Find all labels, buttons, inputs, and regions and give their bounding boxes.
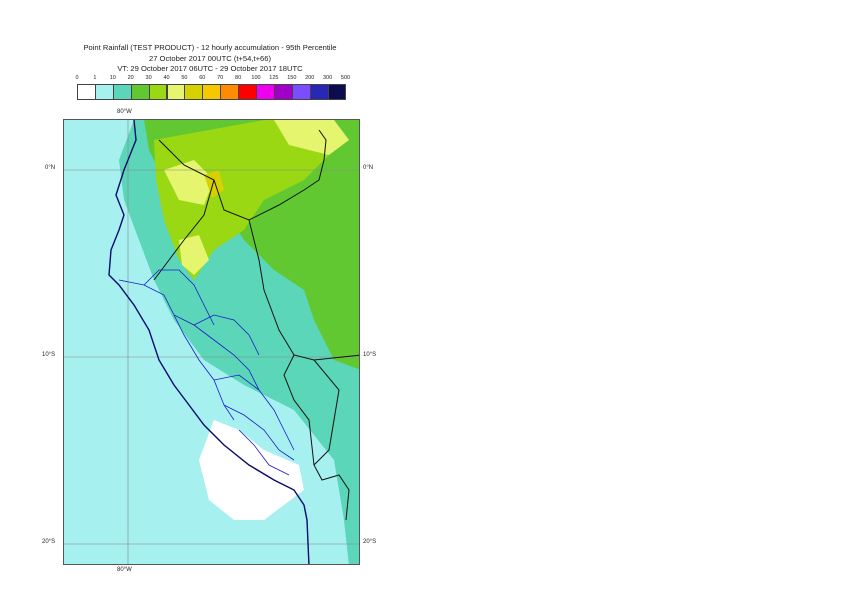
legend-tick-label: 300 xyxy=(323,75,333,81)
legend-swatch xyxy=(256,84,275,100)
legend-tick-label: 125 xyxy=(269,75,279,81)
legend-tick-label: 10 xyxy=(109,75,116,81)
legend-swatch xyxy=(309,84,329,100)
legend-swatch xyxy=(291,84,311,100)
legend-swatch xyxy=(130,84,150,100)
legend-tick-label: 30 xyxy=(145,75,152,81)
legend-tick-label: 500 xyxy=(340,75,351,81)
legend-swatch xyxy=(220,84,240,100)
regional-borders xyxy=(118,269,295,476)
rain-band-40-50-central xyxy=(179,235,209,275)
legend-tick-label: 0 xyxy=(75,75,79,81)
legend-tick-label: 1 xyxy=(93,75,97,81)
left-latitude-label-20s: 20°S xyxy=(42,539,56,545)
legend-swatch xyxy=(148,84,168,100)
legend-tick-label: 50 xyxy=(181,75,188,81)
legend-swatch xyxy=(273,84,293,100)
chart-title: Point Rainfall (TEST PRODUCT) - 12 hourl… xyxy=(0,43,420,75)
left-latitude-label-10s: 10°S xyxy=(42,352,56,358)
legend-tick-label: 200 xyxy=(305,75,315,81)
bottom-longitude-label: 80°W xyxy=(117,567,132,573)
legend-tick-label: 20 xyxy=(127,75,134,81)
legend-swatch xyxy=(184,84,204,100)
title-line-product: Point Rainfall (TEST PRODUCT) - 12 hourl… xyxy=(83,43,337,52)
right-latitude-label-10s: 10°S xyxy=(363,352,377,358)
right-latitude-label-0n: 0°N xyxy=(363,165,374,171)
coastline xyxy=(108,120,310,564)
dry-zone xyxy=(199,420,304,520)
right-latitude-label-20s: 20°S xyxy=(363,539,377,545)
legend-swatch xyxy=(166,84,186,100)
top-longitude-label: 80°W xyxy=(117,109,132,115)
map-panel xyxy=(63,119,360,565)
legend-swatch xyxy=(202,84,222,100)
legend-swatch xyxy=(77,84,96,100)
legend-swatch xyxy=(112,84,132,100)
rain-band-40-50-northeast xyxy=(274,120,349,155)
rainfall-map xyxy=(64,120,359,564)
legend-tick-label: 100 xyxy=(251,75,261,81)
national-border xyxy=(153,129,359,521)
legend-swatch xyxy=(94,84,114,100)
legend-swatch xyxy=(238,84,257,100)
color-legend: 0 1 10 20 30 40 50 60 70 80 100 125 150 200 300 500 xyxy=(0,0,842,110)
legend-tick-label: 60 xyxy=(199,75,206,81)
left-latitude-label-0n: 0°N xyxy=(45,165,56,171)
legend-tick-label: 80 xyxy=(235,75,242,81)
rain-band-40-50-north xyxy=(164,160,214,205)
legend-swatch xyxy=(327,84,347,100)
title-line-run: 27 October 2017 00UTC (t+54,t+66) xyxy=(149,53,271,63)
title-line-validity: VT: 29 October 2017 06UTC - 29 October 2… xyxy=(117,64,303,73)
legend-tick-label: 40 xyxy=(163,75,170,81)
legend-tick-label: 70 xyxy=(217,75,224,81)
legend-tick-label: 150 xyxy=(287,75,297,81)
